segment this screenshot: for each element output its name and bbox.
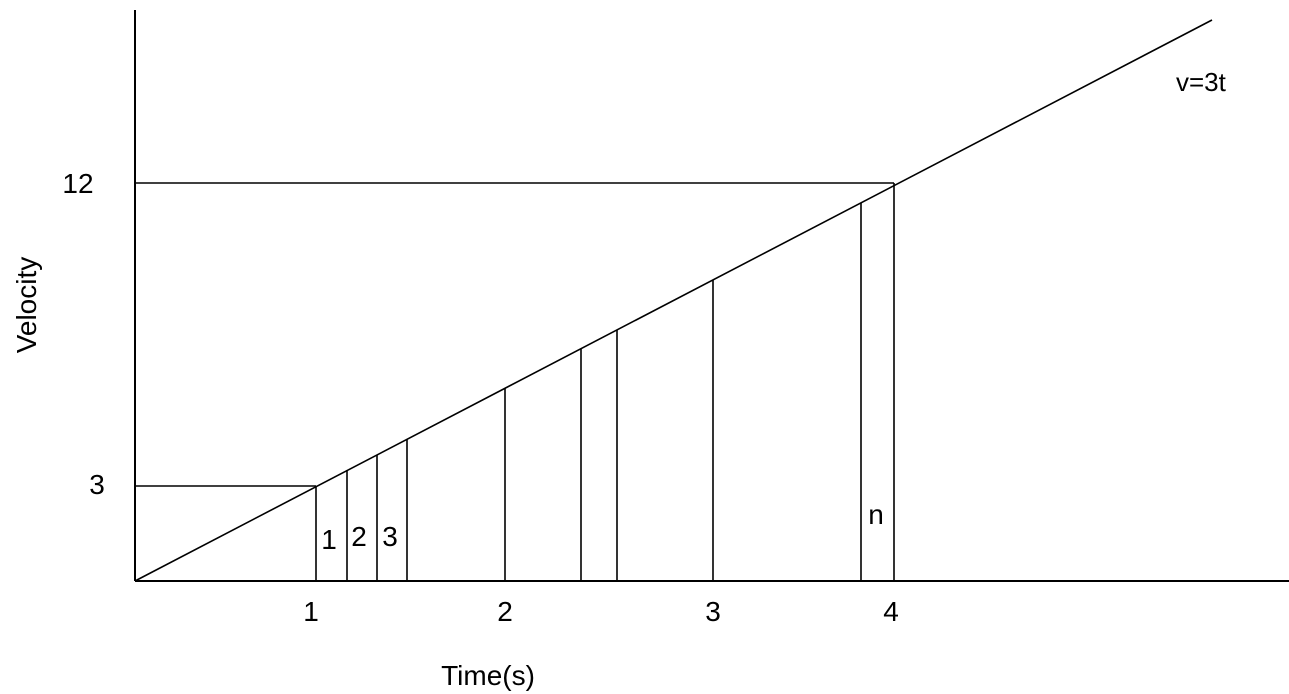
x-tick-label: 3 bbox=[705, 596, 721, 627]
equation-label: v=3t bbox=[1176, 67, 1227, 97]
velocity-line bbox=[134, 19, 1213, 582]
y-tick-label: 12 bbox=[62, 168, 93, 199]
strip-label: 3 bbox=[382, 521, 398, 552]
x-tick-label: 1 bbox=[303, 596, 319, 627]
x-tick-label: 4 bbox=[883, 596, 899, 627]
strip-label: 2 bbox=[351, 521, 367, 552]
y-axis-title: Velocity bbox=[11, 257, 42, 354]
x-axis-title: Time(s) bbox=[441, 660, 535, 691]
strip-label: 1 bbox=[321, 524, 337, 555]
strip-label: n bbox=[868, 499, 884, 530]
y-tick-label: 3 bbox=[89, 469, 105, 500]
x-tick-label: 2 bbox=[497, 596, 513, 627]
